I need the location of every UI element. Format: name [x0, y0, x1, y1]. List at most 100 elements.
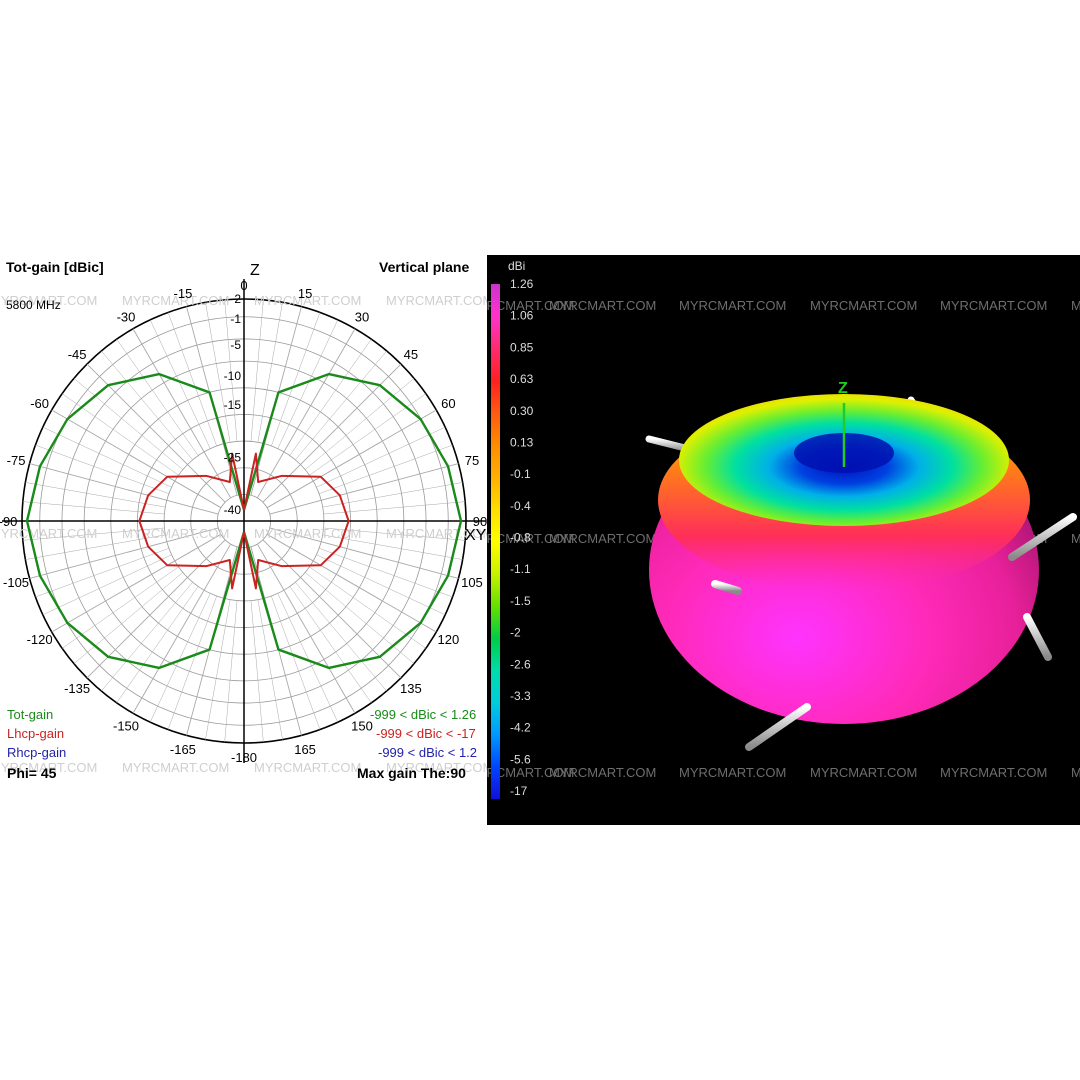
grid-spoke — [309, 393, 426, 476]
colorbar-tick: 1.06 — [510, 309, 534, 323]
grid-spoke — [316, 426, 446, 488]
polar-series — [25, 372, 463, 670]
watermark-text: MYRCMART.COM — [254, 526, 361, 541]
grid-spoke — [262, 363, 402, 503]
z-axis-3d-label: Z — [838, 380, 848, 397]
watermark-text: MYRCMART.COM — [1071, 531, 1080, 546]
grid-spoke — [73, 378, 183, 470]
grid-spoke — [316, 554, 446, 616]
colorbar — [491, 284, 500, 799]
plane-label: Vertical plane — [379, 259, 470, 275]
colorbar-tick: 0.63 — [510, 372, 534, 386]
grid-spoke — [224, 600, 238, 743]
angle-label: -60 — [30, 396, 49, 411]
grid-spoke — [29, 463, 219, 515]
grid-spoke — [42, 426, 172, 488]
legend-lhcp-gain-name: Lhcp-gain — [7, 726, 65, 741]
grid-spoke — [42, 554, 172, 616]
angle-label: 90 — [473, 514, 487, 529]
radial-tick-label: 2 — [234, 292, 241, 306]
frequency-label: 5800 MHz — [6, 298, 61, 312]
grid-spoke — [51, 409, 222, 509]
z-axis-label: Z — [250, 262, 260, 279]
grid-spoke — [51, 533, 222, 633]
radial-tick-labels: 2 -1 -5 -10 -15 -25 -40 — [224, 292, 242, 517]
angle-label: 135 — [400, 681, 422, 696]
grid-spoke — [224, 299, 238, 442]
legend-rhcp-gain-name: Rhcp-gain — [7, 745, 67, 760]
angle-label: -150 — [113, 718, 139, 733]
legend-lhcp-gain-range: -999 < dBic < -17 — [376, 726, 476, 741]
grid-spoke — [101, 582, 193, 692]
xy-axis-label: XY — [465, 527, 487, 544]
antenna-rod — [711, 580, 742, 595]
polar-plot-panel: MYRCMART.COM MYRCMART.COM MYRCMART.COM MYRC… — [0, 255, 487, 825]
chart-title: Tot-gain [dBic] — [6, 259, 104, 275]
colorbar-tick: -2.6 — [510, 657, 531, 671]
grid-spoke — [116, 339, 199, 456]
antenna-rod — [1008, 513, 1077, 561]
colorbar-tick: -0.1 — [510, 467, 531, 481]
angle-label: -90 — [0, 514, 17, 529]
angle-label: 15 — [298, 286, 312, 301]
angle-label: -120 — [27, 632, 53, 647]
grid-spoke — [295, 350, 387, 460]
colorbar-unit: dBi — [508, 259, 525, 273]
radial-tick-label: -25 — [224, 450, 242, 464]
grid-spoke — [289, 586, 372, 703]
grid-spoke — [62, 393, 179, 476]
grid-spoke — [256, 543, 356, 714]
colorbar-tick: -0.8 — [510, 531, 531, 545]
colorbar-tick: -1.5 — [510, 594, 531, 608]
colorbar-tick: 1.26 — [510, 277, 534, 291]
grid-spoke — [116, 586, 199, 703]
watermark-text: MYRCMART.COM — [487, 765, 574, 780]
grid-spoke — [35, 548, 169, 598]
grid-spoke — [167, 312, 217, 446]
grid-spoke — [167, 596, 217, 730]
legend-tot-gain-name: Tot-gain — [7, 707, 54, 722]
antenna-rod — [1023, 613, 1052, 661]
antenna-rods-front — [711, 513, 1077, 751]
grid-spoke — [271, 596, 321, 730]
colorbar-tick: -1.1 — [510, 562, 531, 576]
tot-gain-curve — [25, 372, 246, 670]
angle-labels: 0 15 30 45 60 75 90 105 120 135 150 165 -180 -15 -30 -4… — [0, 278, 487, 765]
angle-label: -165 — [170, 742, 196, 757]
watermark-text: MYRCMART.COM — [549, 531, 656, 546]
watermark-text: MYRCMART.COM — [122, 760, 229, 775]
grid-spoke — [86, 539, 226, 679]
grid-spoke — [271, 312, 321, 446]
grid-spoke — [132, 328, 232, 499]
antenna-rod — [745, 703, 811, 751]
grid-spoke — [266, 409, 437, 509]
angle-label: 0 — [240, 278, 247, 293]
grid-spoke — [305, 572, 415, 664]
angle-label: -105 — [3, 575, 29, 590]
colorbar-tick: -0.4 — [510, 499, 531, 513]
angle-label: 75 — [465, 453, 479, 468]
colorbar-tick: -4.2 — [510, 721, 531, 735]
grid-spoke — [86, 363, 226, 503]
watermark-text: MYRCMART.COM — [0, 760, 97, 775]
watermark-text: MYRCMART.COM — [940, 765, 1047, 780]
watermark-text: MYRCMART.COM — [810, 765, 917, 780]
watermark-text: MYRCMART.COM — [0, 293, 97, 308]
watermark-text: MYRCMART.COM — [549, 765, 656, 780]
grid-spoke — [323, 501, 466, 515]
colorbar-tick: 0.30 — [510, 404, 534, 418]
watermark-text: MYRCMART.COM — [1071, 765, 1080, 780]
watermark-text: MYRCMART.COM — [679, 298, 786, 313]
pattern-3d-panel: MYRCMART.COMMYRCMART.COMMYRCMART.COMMYRC… — [487, 255, 1080, 825]
grid-spoke — [205, 599, 231, 740]
grid-spoke — [25, 534, 166, 560]
angle-label: 165 — [294, 742, 316, 757]
colorbar-tick: -5.6 — [510, 752, 531, 766]
radial-tick-label: -1 — [230, 312, 241, 326]
colorbar-tick: 0.13 — [510, 435, 534, 449]
angle-label: 60 — [441, 396, 455, 411]
lhcp-gain-curve — [243, 452, 350, 590]
grid-spoke — [149, 319, 211, 449]
angle-label: -180 — [231, 750, 257, 765]
grid-spoke — [73, 572, 183, 664]
